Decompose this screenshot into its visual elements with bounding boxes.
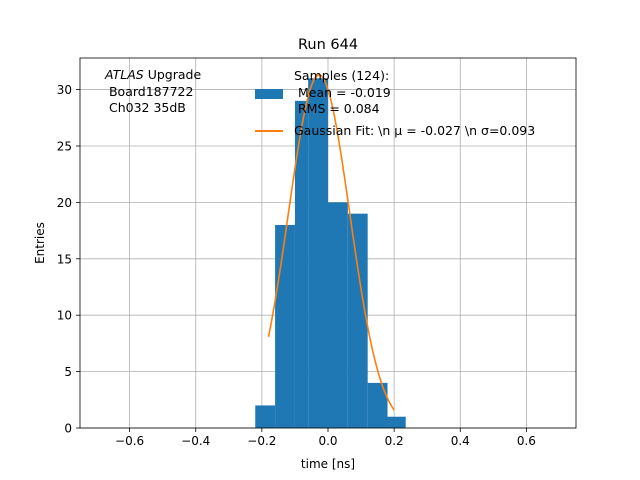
annotation-upgrade: Upgrade (144, 67, 202, 82)
annotation-line-1: ATLAS Upgrade (104, 67, 201, 82)
legend-histogram-swatch (255, 89, 283, 99)
y-tick-label: 5 (64, 365, 72, 379)
gaussian-fit (267, 74, 395, 411)
x-tick-label: 0.6 (517, 434, 536, 448)
histogram-bars (255, 78, 406, 429)
histogram-bar (308, 78, 328, 429)
y-tick-label: 0 (64, 422, 72, 436)
annotation-line-2: Board187722 (105, 84, 193, 99)
histogram-bar (328, 202, 348, 428)
y-tick-label: 15 (57, 252, 72, 266)
x-tick-label: 0.0 (318, 434, 337, 448)
histogram-bar (387, 416, 406, 428)
annotation-line-3: Ch032 35dB (105, 100, 186, 115)
histogram-bar (294, 100, 309, 429)
x-tick-label: −0.4 (181, 434, 210, 448)
y-tick-label: 20 (57, 196, 72, 210)
y-tick-label: 30 (57, 83, 72, 97)
chart-title: Run 644 (298, 37, 358, 53)
x-axis-label: time [ns] (301, 457, 355, 471)
legend-rms-label: RMS = 0.084 (294, 101, 380, 116)
fit-curve-line (267, 74, 395, 411)
x-tick-label: 0.2 (385, 434, 404, 448)
x-tick-label: −0.2 (247, 434, 276, 448)
annotation-atlas: ATLAS (104, 67, 144, 82)
y-tick-label: 25 (57, 139, 72, 153)
histogram-bar (347, 213, 368, 428)
histogram-bar (275, 224, 295, 428)
x-tick-label: −0.6 (115, 434, 144, 448)
legend-samples-label: Samples (124): (294, 68, 389, 83)
x-axis-ticks: −0.6 −0.4 −0.2 0.0 0.2 0.4 0.6 (115, 428, 536, 448)
legend-mean-label: Mean = -0.019 (294, 85, 391, 100)
atlas-annotation: ATLAS Upgrade Board187722 Ch032 35dB (104, 67, 201, 115)
y-axis-ticks: 0 5 10 15 20 25 30 (57, 83, 80, 436)
x-tick-label: 0.4 (451, 434, 470, 448)
legend: Samples (124): Mean = -0.019 RMS = 0.084… (255, 68, 535, 138)
y-tick-label: 10 (57, 309, 72, 323)
legend-fit-label: Gaussian Fit: \n μ = -0.027 \n σ=0.093 (294, 123, 535, 138)
histogram-bar (367, 382, 388, 428)
histogram-bar (255, 405, 276, 428)
y-axis-label: Entries (33, 222, 47, 264)
